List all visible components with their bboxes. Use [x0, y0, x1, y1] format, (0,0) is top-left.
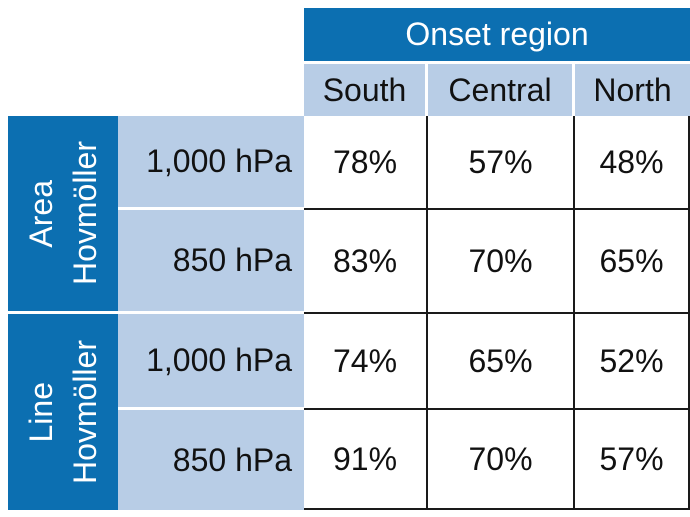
cell-value: 57%: [599, 440, 664, 477]
cell-value: 57%: [468, 143, 533, 180]
table-cell: 52%: [575, 314, 690, 410]
row-group-label-line1: Area: [22, 179, 59, 248]
row-group-area-hovmoller: Area Hovmöller: [8, 116, 118, 314]
table-cell: 65%: [575, 210, 690, 314]
column-header-label: Central: [448, 71, 552, 108]
cell-value: 48%: [599, 143, 664, 180]
level-label: 1,000 hPa: [118, 314, 304, 410]
cell-value: 70%: [468, 242, 533, 279]
column-header-label: South: [322, 71, 407, 108]
column-header-label: North: [593, 71, 672, 108]
level-label-text: 850 hPa: [172, 242, 292, 278]
cell-value: 52%: [599, 342, 664, 379]
cell-value: 78%: [332, 143, 398, 180]
cell-value: 91%: [332, 440, 398, 477]
table-cell: 74%: [304, 314, 428, 410]
level-label: 850 hPa: [118, 410, 304, 510]
table-cell: 70%: [428, 210, 575, 314]
row-group-label-line2: Hovmöller: [67, 339, 103, 485]
row-group-label: Area Hovmöller: [22, 141, 105, 285]
cell-value: 83%: [332, 242, 398, 279]
table-cell: 70%: [428, 410, 575, 510]
row-group-line-hovmoller: Line Hovmöller: [8, 314, 118, 510]
level-label-text: 850 hPa: [172, 441, 292, 478]
row-group-label-line2: Hovmöller: [67, 141, 103, 286]
level-label: 850 hPa: [118, 210, 304, 314]
row-group-label: Line Hovmöller: [22, 340, 105, 484]
cell-value: 65%: [468, 342, 533, 379]
cell-value: 65%: [599, 242, 664, 279]
table-cell: 91%: [304, 410, 428, 510]
level-label: 1,000 hPa: [118, 116, 304, 210]
column-header-central: Central: [428, 64, 575, 116]
table-cell: 83%: [304, 210, 428, 314]
table-cell: 57%: [428, 116, 575, 210]
table-cell: 78%: [304, 116, 428, 210]
level-label-text: 1,000 hPa: [146, 342, 292, 378]
row-group-label-line1: Line: [22, 381, 59, 443]
table-cell: 57%: [575, 410, 690, 510]
level-label-text: 1,000 hPa: [146, 143, 292, 179]
cell-value: 70%: [468, 440, 533, 477]
column-header-north: North: [575, 64, 690, 116]
onset-region-label: Onset region: [405, 16, 589, 52]
onset-region-header: Onset region: [304, 8, 690, 64]
table-cell: 65%: [428, 314, 575, 410]
table-cell: 48%: [575, 116, 690, 210]
column-header-south: South: [304, 64, 428, 116]
cell-value: 74%: [332, 342, 398, 379]
